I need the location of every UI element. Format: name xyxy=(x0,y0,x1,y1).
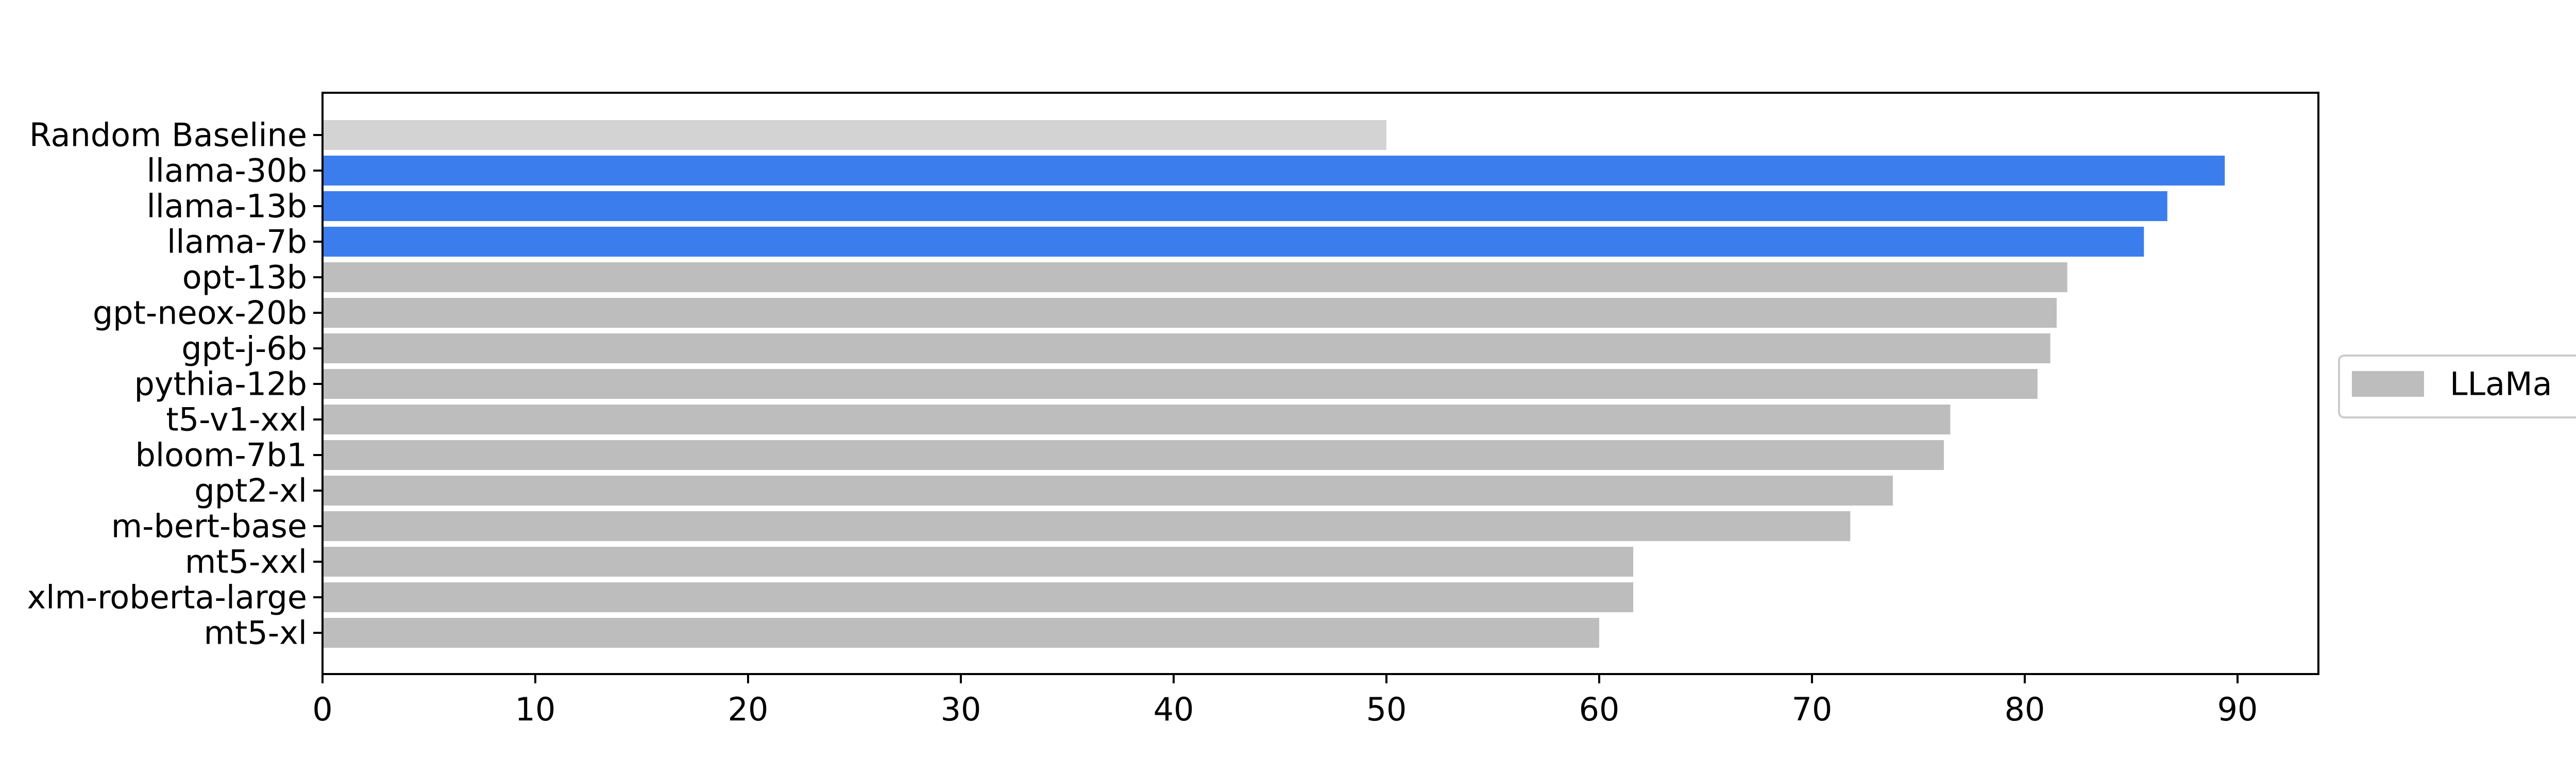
legend-label: LLaMa xyxy=(2450,365,2552,403)
category-label: Random Baseline xyxy=(29,116,307,154)
x-tick-label: 40 xyxy=(1154,691,1194,728)
x-tick-label: 50 xyxy=(1366,691,1407,728)
category-label: xlm-roberta-large xyxy=(27,579,307,616)
category-label: llama-7b xyxy=(167,223,307,261)
bar-opt-13b xyxy=(323,262,2067,292)
x-axis-ticks-group: 0 10 20 30 40 50 60 70 80 90 xyxy=(312,674,2258,728)
category-label: gpt2-xl xyxy=(194,472,307,510)
bar-gpt-neox-20b xyxy=(323,298,2057,328)
category-label: opt-13b xyxy=(182,259,307,296)
x-tick-label: 60 xyxy=(1579,691,1620,728)
category-label: pythia-12b xyxy=(134,365,308,403)
bar-t5-v1-xxl xyxy=(323,405,1951,434)
bar-bloom-7b1 xyxy=(323,440,1944,470)
category-label: llama-30b xyxy=(147,152,307,190)
bar-xlm-roberta-large xyxy=(323,582,1634,612)
bar-llama-30b xyxy=(323,156,2225,186)
category-label: gpt-neox-20b xyxy=(93,294,307,332)
legend-swatch xyxy=(2352,371,2424,397)
x-tick-label: 10 xyxy=(515,691,556,728)
category-label: t5-v1-xxl xyxy=(166,401,307,439)
plot-frame xyxy=(321,92,2319,675)
category-labels-group: Random Baselinellama-30bllama-13bllama-7… xyxy=(27,116,323,652)
bar-gpt2-xl xyxy=(323,476,1893,506)
bar-llama-7b xyxy=(323,227,2144,257)
category-label: mt5-xl xyxy=(204,614,307,652)
bars-group xyxy=(323,120,2225,648)
x-tick-label: 70 xyxy=(1792,691,1833,728)
bar-mt5-xl xyxy=(323,618,1600,648)
x-tick-label: 90 xyxy=(2217,691,2258,728)
category-label: llama-13b xyxy=(147,188,307,225)
bar-m-bert-base xyxy=(323,511,1851,541)
category-label: gpt-j-6b xyxy=(181,330,307,367)
bar-random-baseline xyxy=(323,120,1387,150)
bar-pythia-12b xyxy=(323,369,2038,399)
category-label: bloom-7b1 xyxy=(135,436,307,474)
x-tick-label: 80 xyxy=(2005,691,2045,728)
bar-llama-13b xyxy=(323,191,2167,221)
x-tick-label: 0 xyxy=(312,691,332,728)
bar-gpt-j-6b xyxy=(323,333,2050,363)
category-label: mt5-xxl xyxy=(185,543,307,581)
category-label: m-bert-base xyxy=(111,508,307,545)
bar-mt5-xxl xyxy=(323,547,1634,577)
x-tick-label: 20 xyxy=(728,691,769,728)
legend: LLaMa xyxy=(2338,355,2576,418)
x-tick-label: 30 xyxy=(941,691,981,728)
